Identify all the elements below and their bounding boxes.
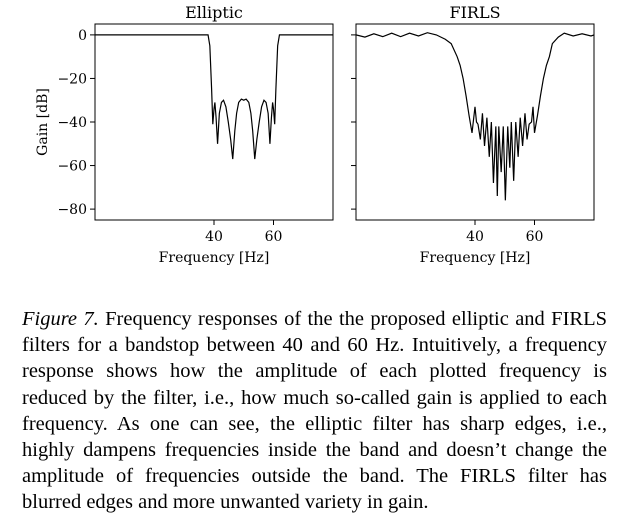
elliptic-x-ticks: 40 60: [205, 220, 282, 245]
firls-y-ticks: [351, 34, 356, 210]
x-tick-label: 40: [466, 229, 484, 245]
elliptic-title: Elliptic: [185, 3, 243, 22]
firls-plot-frame: [355, 23, 595, 221]
firls-response-line: [355, 32, 595, 201]
x-tick-label: 40: [205, 229, 223, 245]
elliptic-response-line: [95, 34, 333, 160]
firls-title: FIRLS: [449, 3, 500, 22]
x-tick-label: 60: [526, 229, 544, 245]
firls-panel: FIRLS 40 60 Frequency [Hz]: [351, 3, 595, 266]
figure: Elliptic 40 60 0 −20 −40 −60 −80 Frequency [H…: [35, 3, 595, 266]
frequency-response-figure: Elliptic 40 60 0 −20 −40 −60 −80 Frequency [H…: [35, 3, 595, 266]
y-axis-label: Gain [dB]: [35, 88, 51, 156]
y-tick-label: −40: [57, 115, 87, 131]
y-tick-label: −20: [57, 71, 87, 87]
y-tick-label: −80: [57, 202, 87, 218]
elliptic-panel: Elliptic 40 60 0 −20 −40 −60 −80 Frequency [H…: [35, 3, 334, 266]
caption-text: Frequency responses of the the proposed …: [22, 308, 607, 514]
elliptic-y-ticks: 0 −20 −40 −60 −80: [57, 28, 95, 218]
elliptic-plot-frame: [94, 23, 334, 221]
y-tick-label: −60: [57, 159, 87, 175]
elliptic-x-axis-label: Frequency [Hz]: [159, 250, 270, 266]
caption-lead: Figure 7.: [22, 308, 99, 330]
figure-caption: Figure 7. Frequency responses of the the…: [22, 306, 607, 516]
x-tick-label: 60: [265, 229, 283, 245]
y-tick-label: 0: [78, 28, 87, 44]
firls-x-axis-label: Frequency [Hz]: [420, 250, 531, 266]
firls-x-ticks: 40 60: [466, 220, 543, 245]
